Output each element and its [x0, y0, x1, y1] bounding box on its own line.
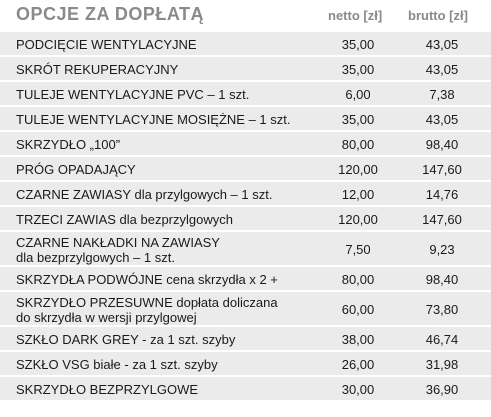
table-row: TULEJE WENTYLACYJNE PVC – 1 szt. 6,00 7,… [0, 82, 491, 107]
table-row: SKRZYDŁO PRZESUWNE dopłata doliczana do … [0, 292, 491, 327]
option-name: PODCIĘCIE WENTYLACYJNE [16, 37, 197, 52]
netto-price: 80,00 [341, 137, 375, 152]
table-row: CZARNE ZAWIASY dla przylgowych – 1 szt. … [0, 182, 491, 207]
table-row: SKRZYDŁA PODWÓJNE cena skrzydła x 2 + 80… [0, 267, 491, 292]
netto-price: 35,00 [341, 62, 375, 77]
brutto-price: 36,90 [425, 382, 459, 397]
brutto-price: 98,40 [425, 137, 459, 152]
netto-price: 38,00 [341, 332, 375, 347]
brutto-price: 9,23 [429, 242, 455, 257]
netto-price: 120,00 [338, 162, 378, 177]
option-name: SKRZYDŁO „100” [16, 137, 121, 152]
brutto-price: 147,60 [422, 212, 462, 227]
table-row: TULEJE WENTYLACYJNE MOSIĘŻNE – 1 szt. 35… [0, 107, 491, 132]
option-name: SKRZYDŁA PODWÓJNE cena skrzydła x 2 + [16, 272, 278, 287]
brutto-price: 7,38 [429, 87, 455, 102]
netto-column-header: netto [zł] [328, 8, 383, 23]
table-row: CZARNE NAKŁADKI NA ZAWIASY dla bezprzylg… [0, 232, 491, 267]
brutto-column-header: brutto [zł] [408, 8, 468, 23]
option-name: SZKŁO VSG białe - za 1 szt. szyby [16, 357, 218, 372]
option-name: TULEJE WENTYLACYJNE PVC – 1 szt. [16, 87, 250, 102]
table-header: OPCJE ZA DOPŁATĄ netto [zł] brutto [zł] [0, 0, 491, 32]
brutto-price: 43,05 [425, 112, 459, 127]
netto-price: 35,00 [341, 37, 375, 52]
netto-price: 6,00 [345, 87, 371, 102]
netto-price: 26,00 [341, 357, 375, 372]
table-row: SKRÓT REKUPERACYJNY 35,00 43,05 [0, 57, 491, 82]
table-row: PRÓG OPADAJĄCY 120,00 147,60 [0, 157, 491, 182]
netto-price: 12,00 [341, 187, 375, 202]
netto-price: 120,00 [338, 212, 378, 227]
option-name: CZARNE ZAWIASY dla przylgowych – 1 szt. [16, 187, 273, 202]
netto-price: 60,00 [341, 302, 375, 317]
table-row: SZKŁO DARK GREY - za 1 szt. szyby 38,00 … [0, 327, 491, 352]
table-row: SKRZYDŁO BEZPRZYLGOWE 30,00 36,90 [0, 377, 491, 402]
brutto-price: 43,05 [425, 62, 459, 77]
table-title: OPCJE ZA DOPŁATĄ [16, 4, 205, 24]
option-name: SZKŁO DARK GREY - za 1 szt. szyby [16, 332, 236, 347]
brutto-price: 14,76 [425, 187, 459, 202]
netto-price: 30,00 [341, 382, 375, 397]
netto-price: 7,50 [345, 242, 371, 257]
table-row: SKRZYDŁO „100” 80,00 98,40 [0, 132, 491, 157]
brutto-price: 147,60 [422, 162, 462, 177]
brutto-price: 73,80 [425, 302, 459, 317]
price-rows: PODCIĘCIE WENTYLACYJNE 35,00 43,05 SKRÓT… [0, 32, 491, 402]
table-row: SZKŁO VSG białe - za 1 szt. szyby 26,00 … [0, 352, 491, 377]
option-name: SKRZYDŁO BEZPRZYLGOWE [16, 382, 199, 397]
brutto-price: 46,74 [425, 332, 459, 347]
table-row: TRZECI ZAWIAS dla bezprzylgowych 120,00 … [0, 207, 491, 232]
brutto-price: 43,05 [425, 37, 459, 52]
option-name: TULEJE WENTYLACYJNE MOSIĘŻNE – 1 szt. [16, 112, 291, 127]
brutto-price: 31,98 [425, 357, 459, 372]
option-name: SKRÓT REKUPERACYJNY [16, 62, 179, 77]
brutto-price: 98,40 [425, 272, 459, 287]
option-name: SKRZYDŁO PRZESUWNE dopłata doliczana do … [16, 295, 278, 325]
option-name: TRZECI ZAWIAS dla bezprzylgowych [16, 212, 233, 227]
option-name: PRÓG OPADAJĄCY [16, 162, 136, 177]
table-row: PODCIĘCIE WENTYLACYJNE 35,00 43,05 [0, 32, 491, 57]
netto-price: 80,00 [341, 272, 375, 287]
option-name: CZARNE NAKŁADKI NA ZAWIASY dla bezprzylg… [16, 235, 220, 265]
netto-price: 35,00 [341, 112, 375, 127]
